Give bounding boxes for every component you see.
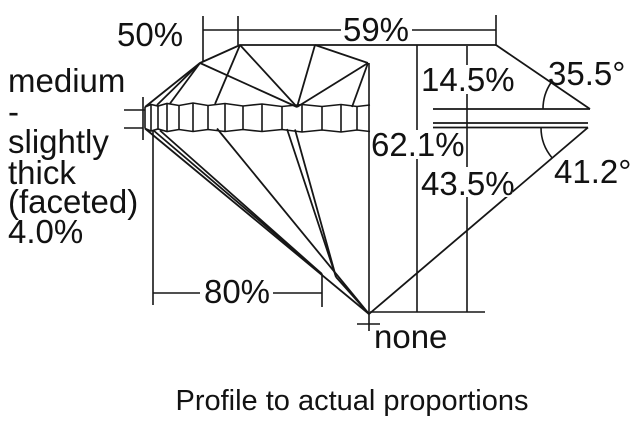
pavilion-facet-lines <box>144 127 370 315</box>
crown-height-label: 14.5% <box>421 61 515 98</box>
label-backgrounds <box>200 16 516 306</box>
girdle-thickness-line-4: thick <box>8 154 76 191</box>
girdle-left-cross-ticks <box>124 97 145 140</box>
pavilion-depth-label: 43.5% <box>421 165 515 202</box>
girdle-top-edge <box>144 102 371 108</box>
star-length-label: 50% <box>117 16 183 53</box>
measurement-labels: 50% 59% 14.5% 62.1% 43.5% 35.5° 41.2° 80… <box>117 11 631 355</box>
girdle-bottom-edge <box>144 127 371 133</box>
pavilion-angle-line <box>368 126 589 315</box>
total-depth-label: 62.1% <box>371 126 465 163</box>
table-size-label: 59% <box>343 11 409 48</box>
girdle-thickness-line-3: slightly <box>8 123 109 160</box>
crown-outline <box>144 44 591 110</box>
culet-size-label: none <box>374 318 447 355</box>
pavilion-outline <box>144 127 370 315</box>
girdle-thickness-label: medium - slightly thick (faceted) 4.0% <box>8 62 138 250</box>
angle-schematic <box>368 82 590 315</box>
lower-girdle-length-label: 80% <box>204 273 270 310</box>
girdle-band <box>144 102 371 133</box>
crown-angle-arc <box>542 82 552 110</box>
crown-facet-lines <box>144 44 591 110</box>
girdle-facet-separators <box>150 103 358 132</box>
figure-caption: Profile to actual proportions <box>175 385 528 417</box>
girdle-thickness-line-1: medium <box>8 62 125 99</box>
girdle-thickness-line-2: - <box>8 93 19 130</box>
girdle-thickness-line-5: (faceted) <box>8 183 138 220</box>
pavilion-angle-label: 41.2° <box>554 153 631 190</box>
pavilion-angle-arc <box>540 127 553 159</box>
crown-angle-label: 35.5° <box>548 55 625 92</box>
girdle-thickness-line-6: 4.0% <box>8 213 83 250</box>
